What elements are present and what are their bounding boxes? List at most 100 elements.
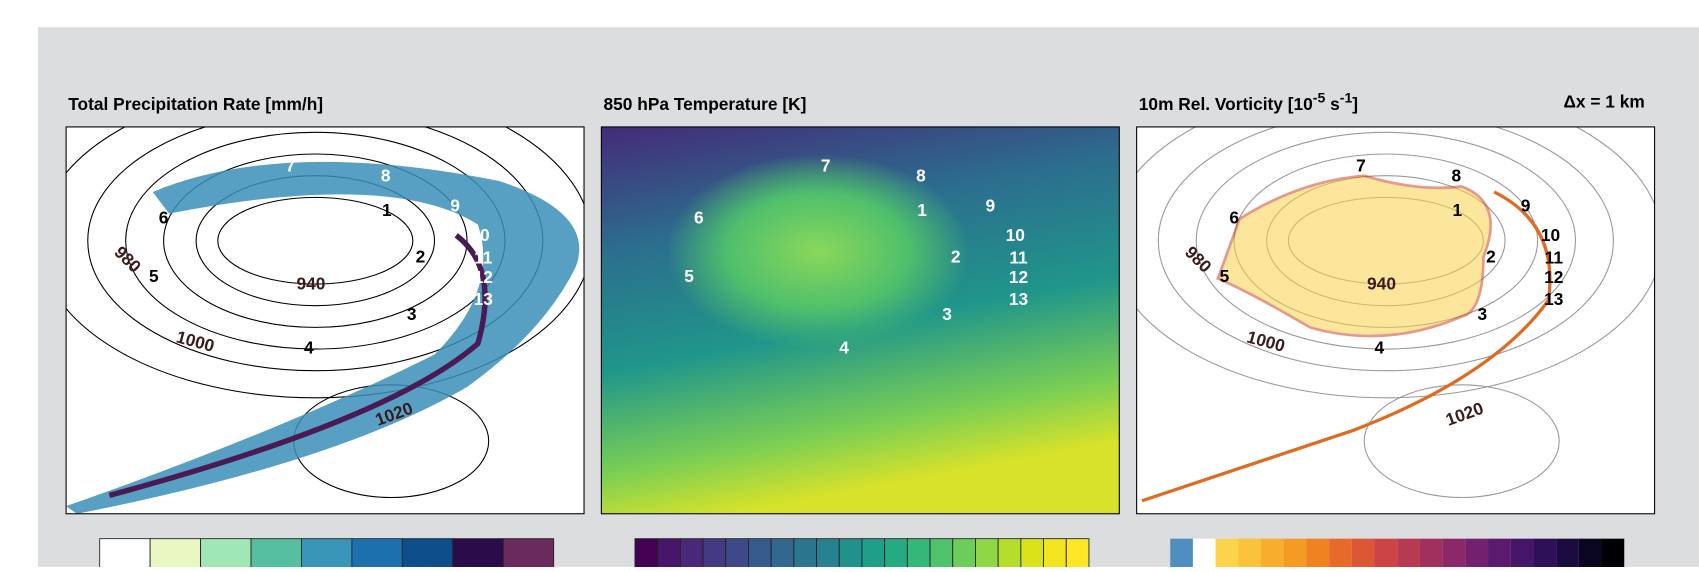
point-label: 9: [450, 196, 460, 216]
point-label: 7: [1356, 156, 1366, 176]
title-text: s: [1325, 94, 1339, 114]
contour-label: 940: [297, 274, 326, 294]
point-label: 13: [1544, 289, 1564, 309]
colorbar-box: [953, 539, 976, 567]
point-label: 5: [149, 266, 159, 286]
colorbar-box: [1170, 539, 1193, 567]
map-field: [39, 84, 592, 514]
figure: Δx = 1 km Total Precipitation Rate [mm/h…: [0, 0, 1699, 567]
title-text: 10m Rel. Vorticity [10: [1139, 94, 1313, 114]
colorbar-box: [1352, 539, 1375, 567]
map-field: [601, 127, 1119, 514]
title-superscript: -1: [1340, 89, 1353, 105]
colorbar-box: [301, 539, 351, 567]
colorbar-box: [748, 539, 771, 567]
point-label: 13: [1009, 289, 1029, 309]
panel-title: 850 hPa Temperature [K]: [604, 94, 807, 114]
colorbar-box: [1375, 539, 1398, 567]
colorbar-box: [998, 539, 1021, 567]
point-label: 1: [382, 200, 392, 220]
colorbar-box: [402, 539, 452, 567]
point-label: 3: [407, 304, 417, 324]
colorbar-box: [794, 539, 817, 567]
point-label: 9: [1521, 196, 1531, 216]
colorbar-box: [1044, 539, 1067, 567]
colorbar-box: [1193, 539, 1216, 567]
colorbar-box: [1261, 539, 1284, 567]
point-label: 4: [1375, 338, 1385, 358]
point-label: 6: [694, 208, 704, 228]
colorbar-box: [1306, 539, 1329, 567]
colorbar-box: [1284, 539, 1307, 567]
title-text: ]: [1352, 94, 1358, 114]
colorbar-box: [100, 539, 150, 567]
colorbar-box: [885, 539, 908, 567]
colorbar-box: [1579, 539, 1602, 567]
point-label: 12: [1544, 267, 1563, 287]
point-label: 4: [839, 338, 849, 358]
colorbar-box: [635, 539, 658, 567]
colorbar-box: [1329, 539, 1352, 567]
colorbar-box: [862, 539, 885, 567]
colorbar-box: [201, 539, 251, 567]
map-field: [1110, 84, 1663, 514]
point-label: 11: [474, 248, 493, 268]
point-label: 10: [470, 225, 489, 245]
point-label: 6: [159, 208, 169, 228]
point-label: 6: [1229, 208, 1239, 228]
page: Δx = 1 km Total Precipitation Rate [mm/h…: [0, 0, 1699, 572]
point-label: 8: [1451, 165, 1461, 185]
colorbar-box: [453, 539, 503, 567]
point-label: 5: [1220, 266, 1230, 286]
point-label: 7: [821, 156, 831, 176]
point-label: 10: [1541, 225, 1560, 245]
colorbar-box: [907, 539, 930, 567]
colorbar-box: [1021, 539, 1044, 567]
point-label: 10: [1006, 225, 1025, 245]
annotation: Δx = 1 km: [1563, 92, 1644, 112]
colorbar-box: [1556, 539, 1579, 567]
colorbar-box: [839, 539, 862, 567]
point-label: 13: [474, 289, 494, 309]
colorbar-box: [1420, 539, 1443, 567]
colorbar-box: [1066, 539, 1089, 567]
colorbar-box: [703, 539, 726, 567]
point-label: 3: [942, 304, 952, 324]
colorbar-box: [930, 539, 953, 567]
point-label: 2: [1486, 247, 1496, 267]
point-label: 1: [917, 200, 927, 220]
colorbar-box: [1216, 539, 1239, 567]
point-label: 5: [684, 266, 694, 286]
colorbar-box: [1238, 539, 1261, 567]
point-label: 4: [304, 338, 314, 358]
colorbar-box: [352, 539, 402, 567]
point-label: 12: [1009, 267, 1028, 287]
colorbar-box: [726, 539, 749, 567]
point-label: 8: [381, 165, 391, 185]
colorbar-box: [1511, 539, 1534, 567]
panel-title: 10m Rel. Vorticity [10-5 s-1]: [1139, 89, 1358, 113]
colorbar-box: [771, 539, 794, 567]
point-label: 9: [986, 196, 996, 216]
colorbar-box: [1397, 539, 1420, 567]
point-label: 11: [1545, 248, 1564, 268]
colorbar-box: [680, 539, 703, 567]
point-label: 11: [1009, 248, 1028, 268]
point-label: 7: [286, 156, 296, 176]
title-superscript: -5: [1313, 89, 1326, 105]
contour-label: 940: [1367, 274, 1396, 294]
point-label: 12: [474, 267, 493, 287]
colorbar-box: [150, 539, 200, 567]
point-label: 2: [416, 247, 426, 267]
colorbar-box: [1443, 539, 1466, 567]
point-label: 2: [951, 247, 961, 267]
colorbar-box: [503, 539, 553, 567]
point-label: 1: [1453, 200, 1463, 220]
colorbar-box: [1488, 539, 1511, 567]
point-label: 8: [916, 165, 926, 185]
colorbar-box: [1533, 539, 1556, 567]
panel-title: Total Precipitation Rate [mm/h]: [68, 94, 323, 114]
